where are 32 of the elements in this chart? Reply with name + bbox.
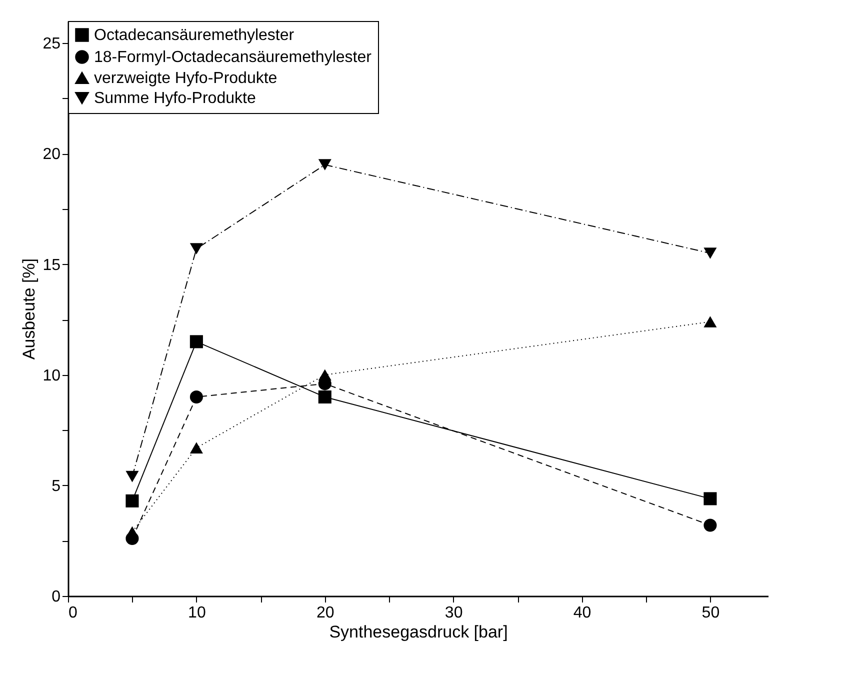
point [704,492,717,506]
y-axis-title: Ausbeute [%] [20,258,39,360]
legend-label: Summe Hyfo-Produkte [94,90,256,107]
point [704,518,717,532]
y-tick-label: 5 [52,478,61,495]
point [190,442,203,454]
point [704,248,717,259]
x-tick-label: 20 [316,604,334,622]
point [126,470,139,482]
x-tick-label: 50 [702,604,720,622]
x-tick-label: 10 [188,604,206,622]
point [318,369,332,380]
x-tick-label: 30 [444,604,463,622]
point [190,390,203,404]
point [126,526,139,538]
y-tick-label: 0 [52,588,61,606]
x-axis-title: Synthesegasdruck [bar] [329,622,508,642]
legend-label: verzweigte Hyfo-Produkte [94,70,278,87]
y-tick-label: 20 [42,146,61,164]
point [190,243,203,254]
y-tick-label: 25 [42,36,61,53]
legend-label: Octadecansäuremethylester [94,27,295,44]
x-tick-label: 40 [573,604,592,622]
x-tick-label: 0 [68,604,78,622]
point [318,159,332,170]
point [190,335,203,348]
point [704,316,717,328]
y-tick-label: 10 [42,367,61,384]
legend-label: 18-Formyl-Octadecansäuremethylester [94,49,372,66]
point [126,494,139,508]
point [318,390,332,404]
y-tick-label: 15 [42,256,61,274]
